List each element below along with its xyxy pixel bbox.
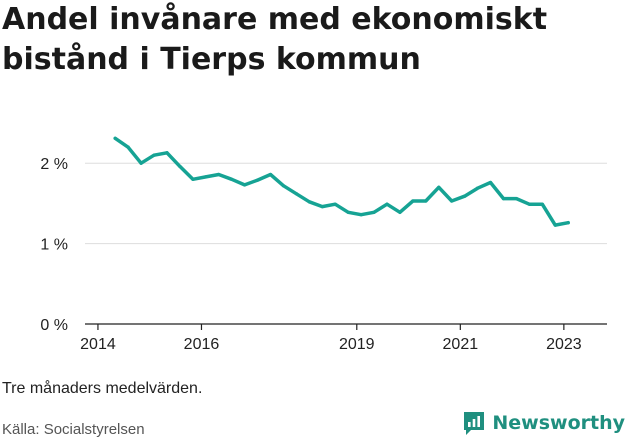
- data-point: [268, 172, 273, 177]
- data-point: [450, 199, 454, 203]
- x-tick-label: 2021: [443, 336, 479, 353]
- brand-logo[interactable]: Newsworthy: [462, 408, 625, 438]
- data-point: [217, 172, 221, 177]
- data-point: [514, 197, 519, 201]
- data-point: [488, 180, 493, 185]
- x-tick-label: 2016: [184, 336, 220, 353]
- series-line: [113, 136, 570, 227]
- y-axis-labels: 0 % 1 % 2 %: [40, 156, 68, 334]
- data-point: [294, 192, 298, 196]
- data-point: [501, 197, 506, 201]
- data-point: [139, 161, 143, 165]
- data-point: [398, 210, 402, 214]
- brand-name: Newsworthy: [492, 412, 625, 434]
- x-axis-labels: 2014 2016 2019 2021 2023: [80, 336, 582, 353]
- source-text: Källa: Socialstyrelsen: [2, 421, 145, 438]
- chart-note: Tre månaders medelvärden.: [2, 380, 203, 397]
- data-point: [346, 210, 350, 214]
- chart-title: Andel invånare med ekonomiskt bistånd i …: [2, 2, 548, 77]
- data-point: [411, 199, 415, 203]
- data-point: [243, 183, 247, 187]
- data-point: [281, 184, 286, 188]
- data-point: [113, 136, 117, 140]
- grid: [85, 162, 607, 245]
- data-point: [178, 164, 182, 169]
- data-point: [359, 213, 363, 217]
- newsworthy-logo-icon: [464, 412, 485, 435]
- data-point: [126, 145, 130, 149]
- data-point: [372, 210, 376, 214]
- data-point: [437, 185, 441, 189]
- data-point: [165, 151, 169, 155]
- x-tick-label: 2014: [80, 336, 116, 353]
- line-chart: 0 % 1 % 2 % 2014 2016 2019 2021 2023: [40, 136, 607, 353]
- data-point: [385, 202, 389, 206]
- data-point: [475, 186, 480, 190]
- data-point: [307, 200, 311, 204]
- data-point: [191, 177, 195, 181]
- data-point: [204, 175, 208, 179]
- data-point: [333, 202, 337, 206]
- data-point: [152, 153, 156, 157]
- data-point: [463, 194, 467, 198]
- data-point: [553, 223, 557, 227]
- data-point: [527, 202, 531, 206]
- y-tick-label: 0 %: [40, 317, 68, 334]
- series: [113, 136, 570, 227]
- y-tick-label: 2 %: [40, 156, 68, 173]
- data-point: [540, 202, 544, 206]
- y-tick-label: 1 %: [40, 237, 68, 254]
- x-tick-label: 2019: [339, 336, 375, 353]
- x-axis: [85, 323, 607, 330]
- data-point: [320, 205, 324, 209]
- chart-area: 0 % 1 % 2 % 2014 2016 2019 2021 2023: [0, 115, 631, 365]
- x-tick-label: 2023: [546, 336, 582, 353]
- data-point: [230, 177, 234, 181]
- data-point: [255, 178, 260, 182]
- data-point: [566, 221, 570, 225]
- data-point: [424, 199, 428, 203]
